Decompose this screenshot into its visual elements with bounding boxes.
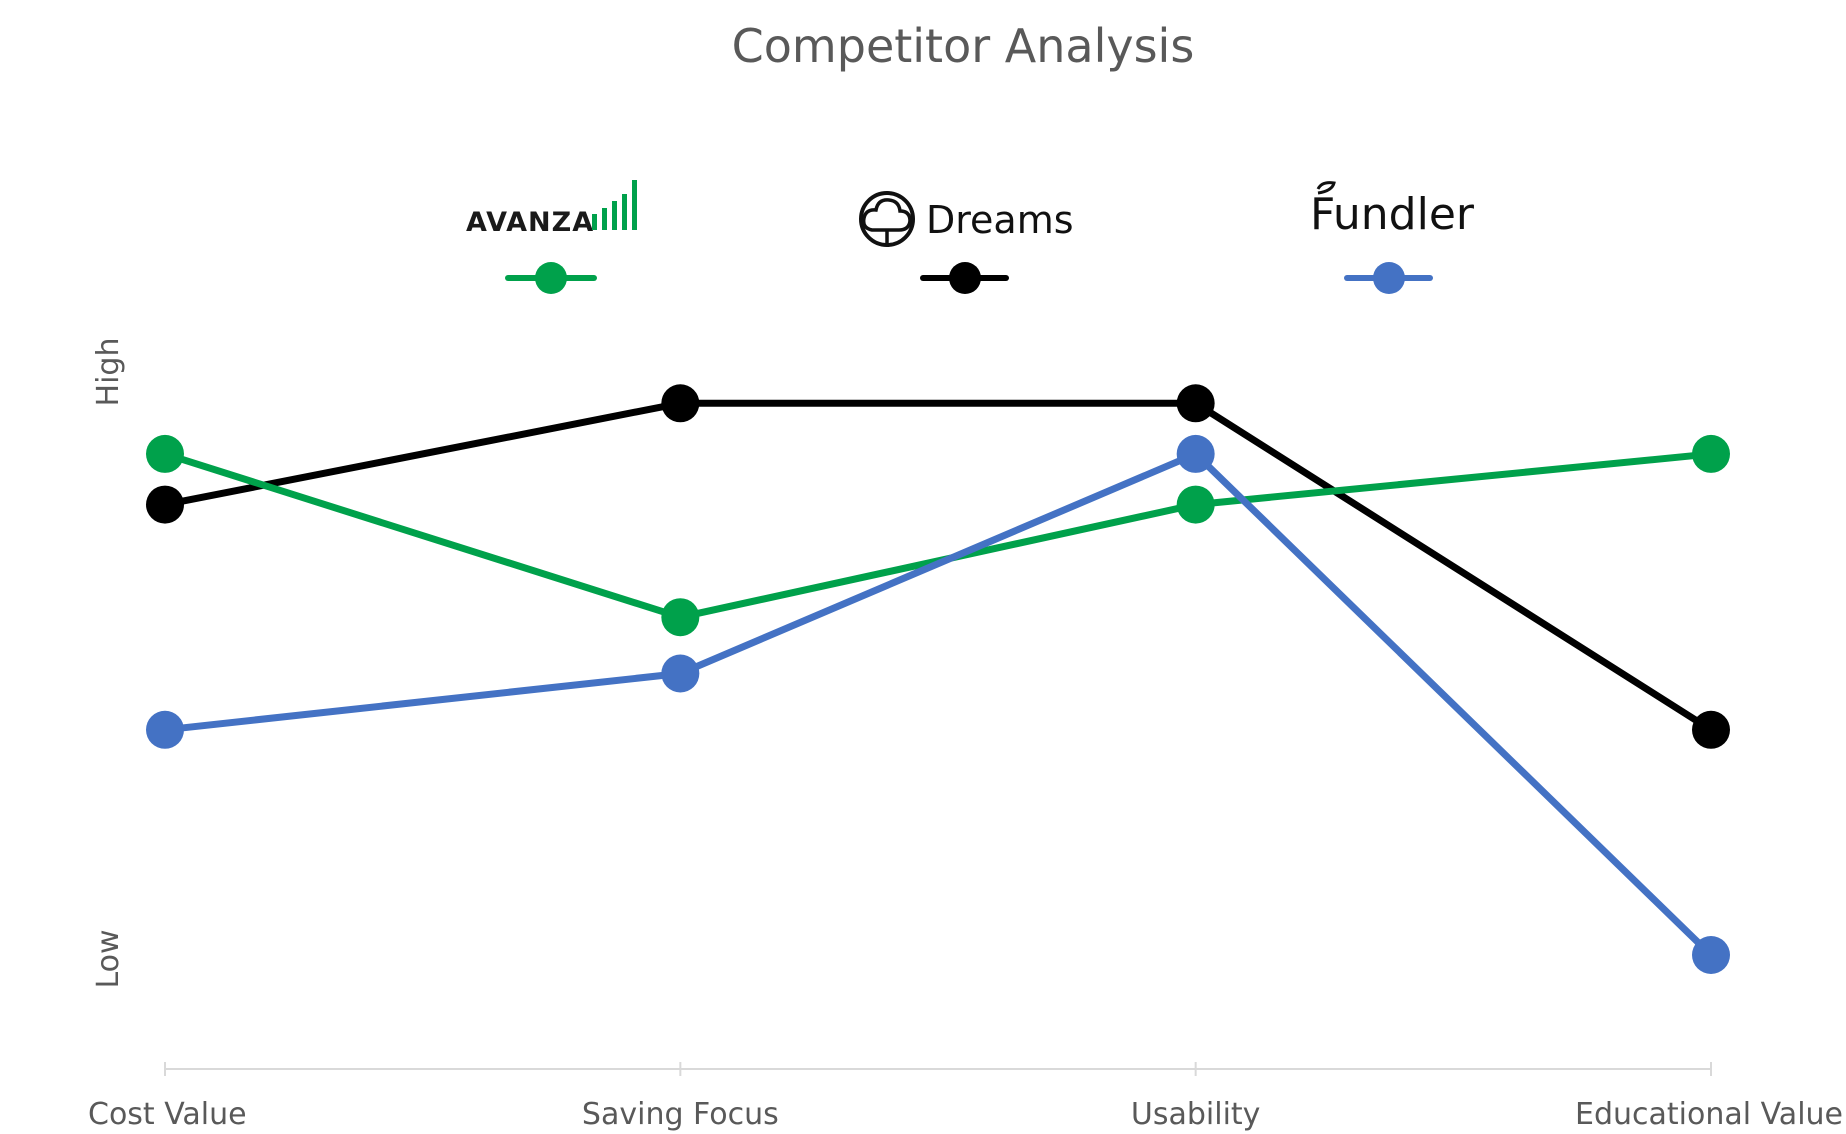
x-tick-label: Usability — [1131, 1097, 1261, 1132]
series-line-avanza — [163, 450, 1712, 621]
avanza-logo-text: AVANZA — [466, 207, 594, 238]
data-point-dreams — [1692, 710, 1730, 749]
avanza-bars-icon — [592, 180, 637, 230]
chart-title: Competitor Analysis — [732, 19, 1195, 73]
data-point-dreams — [1176, 384, 1215, 423]
x-tick-label: Educational Value — [1575, 1097, 1843, 1132]
y-label-low: Low — [91, 929, 126, 988]
x-tick-label: Saving Focus — [582, 1097, 779, 1132]
data-point-avanza — [146, 434, 184, 473]
legend-item-dreams: Dreams — [859, 191, 1074, 294]
legend: AVANZA Dreams Fundler — [466, 180, 1475, 294]
legend-marker-dreams — [949, 262, 981, 294]
series-line-dreams — [164, 399, 1713, 733]
data-point-avanza — [1176, 485, 1215, 524]
legend-item-avanza: AVANZA — [466, 180, 637, 294]
data-point-fundler — [146, 710, 184, 749]
fundler-leaf-icon — [1316, 181, 1336, 195]
dreams-cloud-icon — [859, 191, 915, 247]
data-point-dreams — [661, 384, 700, 423]
legend-item-fundler: Fundler — [1310, 181, 1475, 294]
x-axis: Cost Value Saving Focus Usability Education… — [88, 1062, 1843, 1132]
dreams-logo-text: Dreams — [926, 198, 1074, 242]
x-tick-label: Cost Value — [88, 1097, 247, 1132]
data-point-avanza — [661, 598, 700, 637]
data-point-avanza — [1692, 434, 1730, 473]
legend-marker-fundler — [1373, 262, 1405, 294]
fundler-logo-text: Fundler — [1310, 189, 1475, 240]
series-line-fundler — [164, 450, 1714, 958]
data-point-fundler — [1176, 434, 1215, 473]
data-point-fundler — [661, 654, 700, 693]
legend-marker-avanza — [535, 262, 567, 294]
series-layer — [146, 384, 1730, 974]
y-label-high: High — [91, 338, 126, 407]
data-point-fundler — [1692, 936, 1730, 974]
data-point-dreams — [146, 485, 184, 524]
